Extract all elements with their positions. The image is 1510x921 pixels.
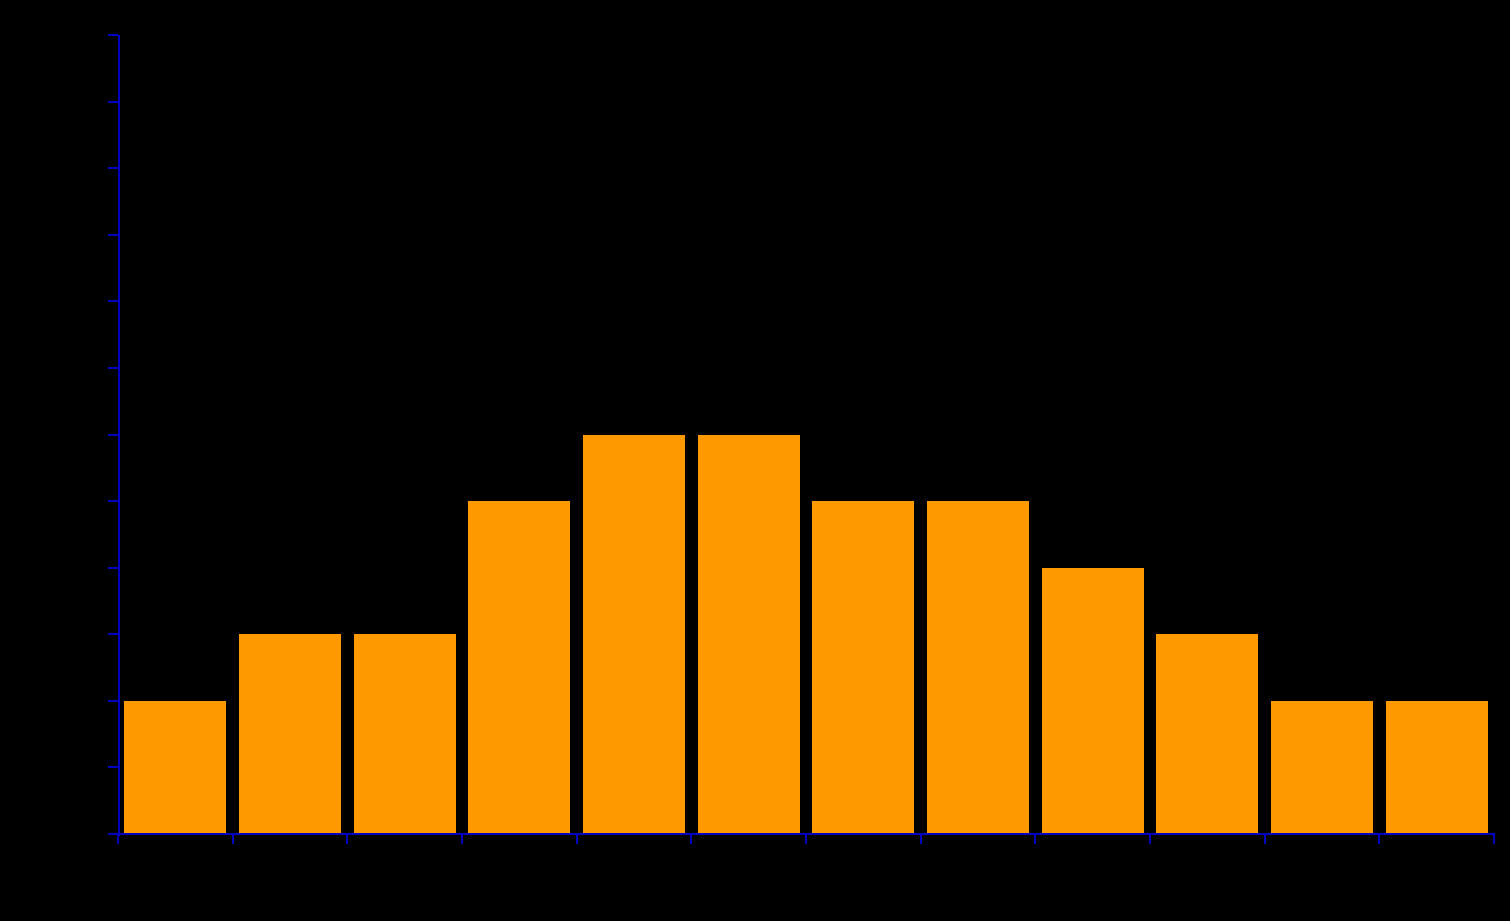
- x-axis-tick: [231, 835, 234, 844]
- y-axis-tick: [108, 500, 118, 503]
- y-axis-tick: [108, 100, 118, 103]
- histogram-bar: [582, 434, 686, 834]
- y-axis-tick: [108, 167, 118, 170]
- histogram-bar: [812, 501, 915, 834]
- y-axis-tick: [108, 833, 118, 835]
- histogram-bar: [697, 434, 800, 834]
- histogram-bar: [1270, 700, 1374, 834]
- y-axis-tick: [108, 699, 118, 702]
- y-axis-tick: [108, 433, 118, 436]
- x-axis-tick: [805, 835, 807, 844]
- x-axis-tick: [575, 835, 578, 844]
- x-axis-tick: [919, 835, 922, 844]
- y-axis-tick: [108, 566, 118, 569]
- histogram-bar: [926, 501, 1030, 834]
- x-axis-tick: [1378, 835, 1381, 844]
- x-axis-tick: [1149, 835, 1151, 844]
- histogram-bar: [353, 634, 456, 834]
- y-axis-tick: [108, 766, 118, 769]
- x-axis-tick: [117, 835, 119, 844]
- histogram-bar: [1041, 567, 1144, 834]
- x-axis-tick: [1263, 835, 1266, 844]
- y-axis-tick: [108, 633, 118, 636]
- histogram-bar: [468, 501, 571, 834]
- histogram-bar: [238, 634, 342, 834]
- x-axis-tick: [690, 835, 693, 844]
- x-axis-tick: [346, 835, 349, 844]
- x-axis-tick: [461, 835, 463, 844]
- histogram-bar: [124, 700, 227, 834]
- x-axis-tick: [1034, 835, 1037, 844]
- y-axis-tick: [108, 300, 118, 303]
- histogram-bar: [1156, 634, 1259, 834]
- y-axis-tick: [108, 34, 118, 36]
- y-axis-tick: [108, 366, 118, 369]
- y-axis-line: [118, 35, 120, 836]
- x-axis-tick: [1493, 835, 1495, 844]
- y-axis-tick: [108, 233, 118, 236]
- histogram-bar: [1385, 700, 1488, 834]
- x-axis-line: [118, 833, 1495, 835]
